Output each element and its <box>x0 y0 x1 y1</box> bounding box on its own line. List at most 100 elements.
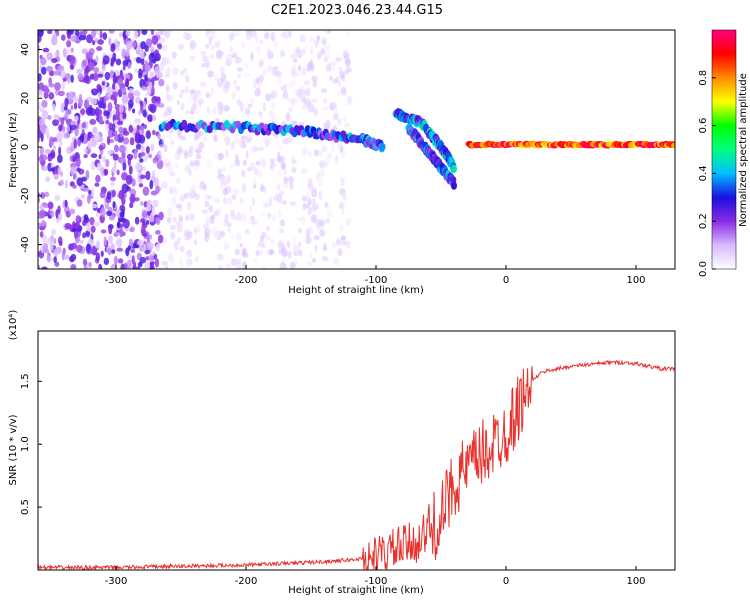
x-tick-label: -100 <box>365 275 388 286</box>
spectrogram-cell <box>66 40 72 48</box>
spectrogram-cell <box>321 144 328 153</box>
spectrogram-cell <box>131 178 136 187</box>
spectrogram-cell <box>245 150 249 160</box>
spectrogram-cell <box>325 63 332 73</box>
spectrogram-cell <box>44 148 52 155</box>
spectrogram-cell <box>74 127 79 137</box>
spectrogram-cell <box>135 96 141 104</box>
spectrogram-cell <box>116 221 121 229</box>
spectrogram-cell <box>332 241 337 248</box>
spectrogram-cell <box>140 41 147 50</box>
spectrogram-cell <box>108 37 112 46</box>
spectrogram-cell <box>260 158 267 168</box>
spectrogram-cell <box>271 90 278 99</box>
spectrogram-cell <box>259 211 266 216</box>
spectrogram-cell <box>261 231 267 239</box>
spectrogram-cell <box>241 169 246 178</box>
spectrogram-cell <box>158 78 165 87</box>
spectrogram-cell <box>259 39 263 45</box>
spectrogram-cell <box>247 103 253 109</box>
spectrogram-cell <box>291 155 296 166</box>
spectrogram-cell <box>325 218 331 224</box>
spectrogram-cell <box>244 228 250 235</box>
spectrogram-cell <box>91 203 98 209</box>
spectrogram-cell <box>135 266 141 269</box>
spectrogram-cell <box>277 170 283 178</box>
spectrogram-cell <box>310 198 317 206</box>
spectrogram-cell <box>320 88 328 93</box>
spectrogram-cell <box>131 95 135 101</box>
spectrogram-cell <box>63 106 68 111</box>
spectrogram-cell <box>101 81 106 86</box>
spectrogram-cell <box>129 227 135 233</box>
spectrogram-cell <box>163 36 168 41</box>
spectrogram-cell <box>149 179 154 190</box>
spectrogram-cell <box>207 70 214 78</box>
spectrogram-cell <box>270 102 276 109</box>
spectrogram-cell <box>58 146 62 156</box>
spectrogram-cell <box>172 216 177 222</box>
spectrogram-cell <box>212 107 216 115</box>
x-tick-label: 100 <box>626 275 645 286</box>
spectrogram-cell <box>276 183 281 191</box>
spectrogram-cell <box>189 88 197 95</box>
spectrogram-cell <box>72 173 77 180</box>
spectrogram-cell <box>287 97 292 103</box>
spectrogram-cell <box>339 175 344 181</box>
spectrogram-cell <box>158 37 166 44</box>
spectrogram-cell <box>85 243 92 254</box>
spectrogram-cell <box>67 30 75 36</box>
spectrogram-cell <box>57 205 61 214</box>
spectrogram-cell <box>137 110 142 116</box>
spectrogram-cell <box>119 104 124 113</box>
spectrogram-cell <box>152 158 157 164</box>
spectrogram-cell <box>227 222 232 228</box>
spectrogram-cell <box>88 62 95 71</box>
spectrogram-cell <box>325 204 329 209</box>
spectrogram-cell <box>313 107 318 117</box>
snr-frame <box>37 330 676 571</box>
spectrogram-cell <box>111 189 116 198</box>
spectrogram-cell <box>310 205 317 213</box>
spectrogram-cell <box>167 253 175 263</box>
spectrogram-cell <box>40 124 46 135</box>
spectrogram-cell <box>39 146 45 156</box>
spectrogram-cell <box>333 112 339 121</box>
spectrogram-cell <box>76 68 83 75</box>
spectrogram-cell <box>217 152 223 161</box>
spectrogram-cell <box>110 243 115 252</box>
spectrogram-cell <box>150 143 155 152</box>
spectrogram-cell <box>279 144 283 151</box>
spectrogram-cell <box>267 64 273 73</box>
spectrogram-cell <box>231 193 237 201</box>
spectrogram-cell <box>172 186 180 197</box>
spectrogram-cell <box>203 184 207 191</box>
spectrogram-cell <box>202 62 210 68</box>
spectrogram-cell <box>180 135 187 142</box>
spectrogram-cell <box>235 137 241 146</box>
spectrogram-cell <box>70 35 77 42</box>
spectrogram-cell <box>47 201 54 210</box>
spectrogram-cell <box>189 213 196 222</box>
spectrogram-ridge-cell <box>451 164 457 173</box>
x-tick-label: -200 <box>235 576 258 587</box>
spectrogram-cell <box>172 82 178 90</box>
spectrogram-cell <box>249 215 255 222</box>
spectrogram-cell <box>107 102 113 112</box>
spectrogram-cell <box>79 133 85 143</box>
spectrogram-cell <box>277 151 281 158</box>
spectrogram-cell <box>224 80 231 89</box>
spectrogram-cell <box>53 70 60 76</box>
spectrogram-cell <box>118 31 123 38</box>
spectrogram-cell <box>214 136 218 143</box>
spectrogram-cell <box>141 210 148 218</box>
spectrogram-cell <box>169 224 177 231</box>
spectrogram-cell <box>256 169 263 178</box>
spectrogram-cell <box>38 132 43 139</box>
spectrogram-cell <box>176 147 183 155</box>
colorbar-ticks: 0.0 0.2 0.4 0.6 0.8 <box>698 70 716 277</box>
spectrogram-cell <box>262 187 267 194</box>
spectrogram-cell <box>98 154 102 160</box>
spectrogram-cell <box>189 191 194 200</box>
spectrogram-cell <box>89 107 96 116</box>
